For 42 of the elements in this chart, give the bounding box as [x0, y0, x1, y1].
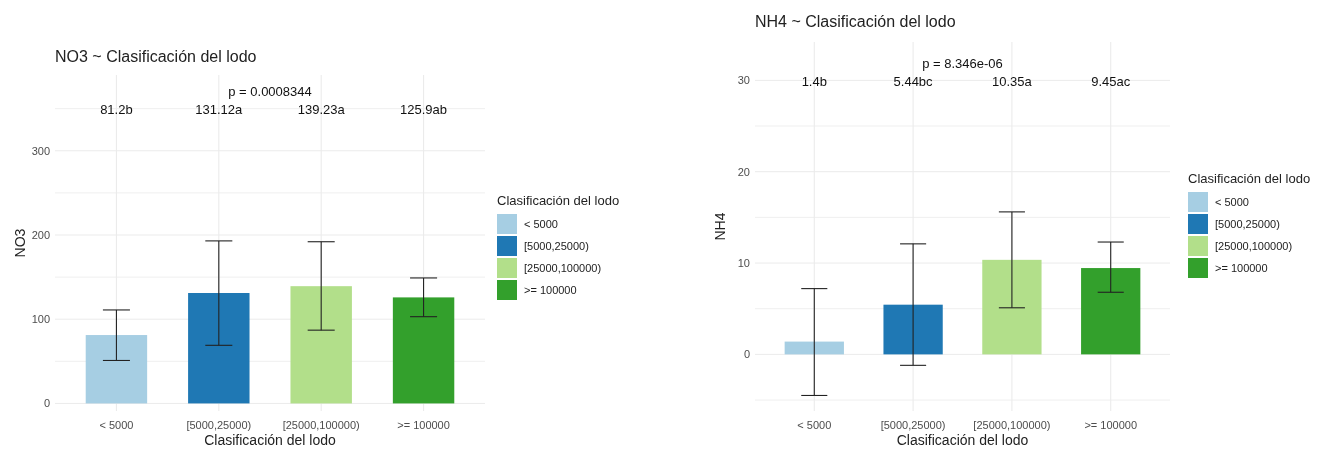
legend-label: [25000,100000) — [524, 261, 602, 274]
y-tick-label: 0 — [43, 397, 50, 410]
y-tick-label: 20 — [737, 165, 750, 178]
x-tick-label: < 5000 — [99, 419, 134, 431]
y-tick-label: 300 — [31, 144, 50, 157]
legend-label: < 5000 — [524, 217, 558, 230]
x-tick-label: < 5000 — [797, 419, 832, 431]
y-tick-label: 200 — [31, 228, 50, 241]
y-tick-label: 100 — [31, 313, 50, 326]
annotation: 81.2b — [100, 101, 133, 117]
annotation: 5.44bc — [893, 73, 934, 89]
legend-label: [25000,100000) — [1215, 239, 1293, 252]
y-axis-title: NO3 — [12, 228, 28, 258]
annotation: 131.12a — [195, 101, 244, 117]
annotation: 10.35a — [992, 73, 1033, 89]
legend-label: < 5000 — [1215, 195, 1249, 208]
annotation: p = 0.0008344 — [228, 83, 312, 99]
legend-label: >= 100000 — [1215, 261, 1268, 274]
legend-title: Clasificación del lodo — [497, 193, 620, 208]
legend-label: [5000,25000) — [524, 239, 589, 252]
y-tick-label: 30 — [737, 74, 750, 87]
chart-title: NH4 ~ Clasificación del lodo — [755, 13, 956, 30]
annotation: 125.9ab — [400, 101, 448, 117]
legend-title: Clasificación del lodo — [1188, 171, 1311, 186]
y-tick-label: 10 — [737, 256, 750, 269]
x-tick-label: >= 100000 — [1084, 419, 1138, 431]
chart-title: NO3 ~ Clasificación del lodo — [55, 48, 257, 65]
annotation: 9.45ac — [1091, 73, 1131, 89]
annotation: 1.4b — [801, 73, 827, 89]
y-axis-title: NH4 — [712, 212, 728, 241]
annotation: p = 8.346e-06 — [922, 55, 1003, 71]
legend-label: >= 100000 — [524, 283, 577, 296]
x-axis-title: Clasificación del lodo — [204, 432, 336, 448]
x-tick-label: [25000,100000) — [973, 419, 1051, 431]
x-tick-label: >= 100000 — [397, 419, 450, 431]
x-tick-label: [5000,25000) — [186, 419, 252, 431]
x-tick-label: [25000,100000) — [282, 419, 360, 431]
x-tick-label: [5000,25000) — [880, 419, 946, 431]
x-axis-title: Clasificación del lodo — [896, 432, 1029, 448]
y-tick-label: 0 — [743, 348, 750, 361]
annotation: 139.23a — [297, 101, 346, 117]
legend-label: [5000,25000) — [1215, 217, 1280, 230]
